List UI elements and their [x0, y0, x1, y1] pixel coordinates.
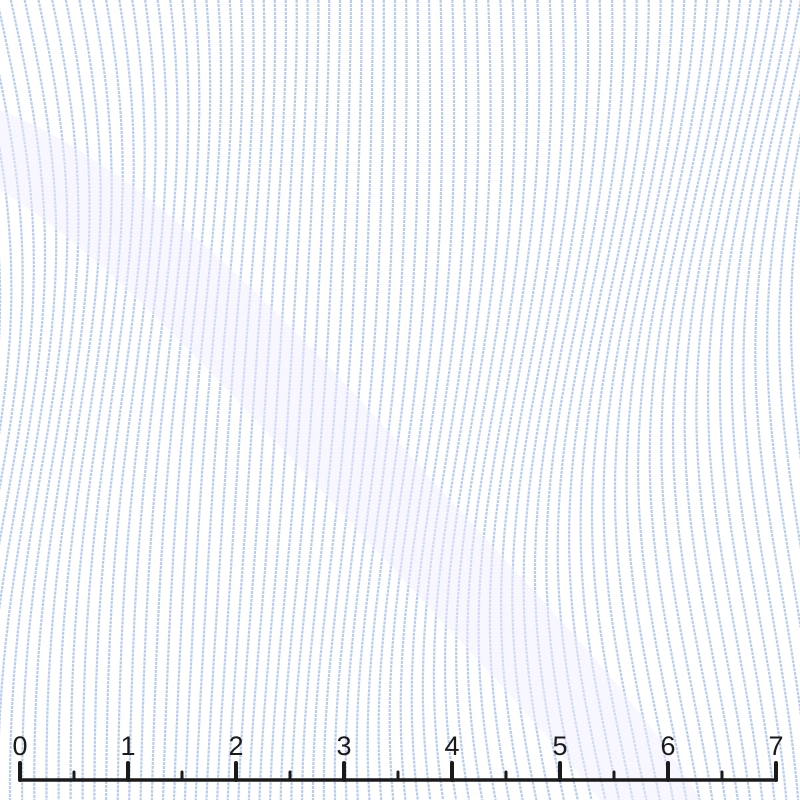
stripe	[455, 0, 517, 800]
stripe	[590, 0, 662, 800]
stripe	[0, 144, 13, 436]
stripe	[613, 0, 686, 800]
stripe	[322, 0, 374, 800]
stripe	[226, 0, 277, 800]
stripe	[545, 0, 614, 800]
stripe	[237, 0, 288, 800]
stripe	[742, 0, 800, 800]
ruler-label: 4	[444, 731, 459, 761]
stripe	[789, 187, 800, 461]
stripe	[183, 0, 234, 800]
stripe	[556, 0, 626, 800]
stripe	[247, 0, 298, 800]
stripe	[648, 0, 720, 800]
stripe	[194, 0, 244, 800]
stripe	[602, 0, 674, 800]
stripe	[81, 0, 135, 800]
stripe	[57, 0, 113, 800]
stripe	[522, 0, 590, 800]
ruler-label: 3	[336, 731, 351, 761]
stripe	[377, 0, 432, 800]
stripe	[301, 0, 352, 800]
stripe	[511, 0, 577, 800]
stripe	[695, 0, 763, 800]
stripe	[718, 0, 783, 800]
stripe	[500, 0, 565, 800]
stripe	[410, 0, 468, 800]
stripe	[0, 72, 24, 492]
stripe	[105, 0, 157, 800]
stripe	[466, 0, 529, 800]
ruler-label: 1	[120, 731, 135, 761]
stripe	[683, 0, 752, 800]
stripe	[355, 0, 408, 800]
stripe	[754, 46, 800, 717]
stripe	[432, 0, 492, 800]
ruler-label: 2	[228, 731, 243, 761]
stripe	[533, 0, 602, 800]
stripe	[344, 0, 397, 800]
stripe	[33, 0, 91, 800]
stripe	[128, 0, 179, 800]
ruler-label: 0	[12, 731, 27, 761]
stripe	[150, 0, 201, 800]
stripe	[216, 0, 266, 800]
stripe	[93, 0, 146, 800]
stripe	[269, 0, 320, 800]
stripe	[161, 0, 212, 800]
fold-highlight	[0, 110, 700, 800]
stripe	[488, 0, 553, 800]
stripe	[311, 0, 363, 800]
stripe	[116, 0, 168, 800]
stripe	[660, 0, 731, 800]
stripe	[0, 0, 58, 738]
stripe	[567, 0, 638, 800]
stripe	[366, 0, 420, 800]
stripe	[69, 0, 124, 800]
stripe	[671, 0, 742, 800]
stripe	[279, 0, 331, 800]
stripe	[579, 0, 650, 800]
ruler-label: 5	[552, 731, 567, 761]
stripe	[290, 0, 342, 800]
stripe	[8, 0, 69, 800]
stripe	[172, 0, 223, 800]
stripe	[258, 0, 309, 800]
stripe	[706, 0, 773, 800]
stripe	[766, 88, 800, 631]
stripe	[139, 0, 190, 800]
stripe	[636, 0, 709, 800]
stripe	[388, 0, 444, 800]
ruler-label: 7	[768, 731, 783, 761]
stripe	[477, 0, 541, 800]
stripe	[730, 0, 793, 800]
stripe	[20, 0, 80, 800]
stripe	[777, 132, 800, 550]
stripe	[625, 0, 697, 800]
stripe	[45, 0, 102, 800]
stripe	[333, 0, 385, 800]
stripe	[205, 0, 255, 800]
stripe	[399, 0, 456, 800]
ruler-label: 6	[660, 731, 675, 761]
stripe	[421, 0, 480, 800]
stripe	[444, 0, 504, 800]
